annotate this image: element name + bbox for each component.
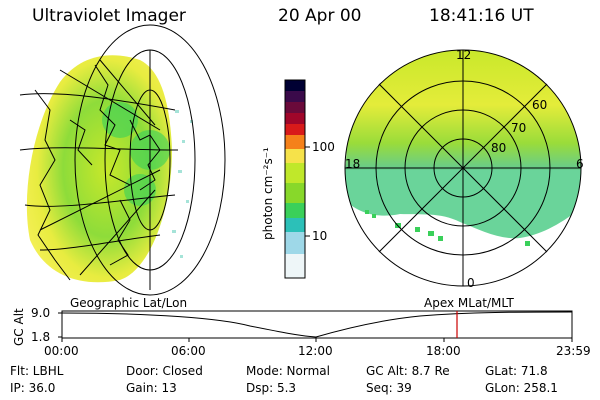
timeline-axis-title: GC Alt <box>12 308 26 346</box>
timeline-ytick-low: 1.8 <box>31 330 51 344</box>
info-mode: Mode: Normal <box>246 364 330 378</box>
color-bar <box>284 79 310 279</box>
info-dsp: Dsp: 5.3 <box>246 381 297 395</box>
date-label: 20 Apr 00 <box>278 6 362 26</box>
time-label: 18:41:16 UT <box>429 6 534 26</box>
timeline-xtick-0000: 00:00 <box>44 344 79 358</box>
lat-label-60: 60 <box>532 98 548 112</box>
lat-label-70: 70 <box>511 121 527 135</box>
mlt-label-18: 18 <box>345 157 361 171</box>
info-door: Door: Closed <box>126 364 203 378</box>
right-coord-label: Apex MLat/MLT <box>424 296 514 310</box>
info-flt: Flt: LBHL <box>10 364 64 378</box>
info-ip: IP: 36.0 <box>10 381 56 395</box>
timeline-xtick-1800: 18:00 <box>426 344 461 358</box>
geographic-image <box>19 24 226 296</box>
info-seq: Seq: 39 <box>366 381 412 395</box>
mlt-label-12: 12 <box>456 48 472 62</box>
colorbar-label: photon cm⁻²s⁻¹ <box>261 147 275 240</box>
colorbar-tick-10: 10 <box>312 229 328 243</box>
info-glon: GLon: 258.1 <box>485 381 558 395</box>
timeline-xtick-0600: 06:00 <box>171 344 206 358</box>
lat-label-80: 80 <box>491 141 507 155</box>
timeline-plot <box>58 310 573 342</box>
app-title: Ultraviolet Imager <box>32 6 186 26</box>
timeline-xtick-2359: 23:59 <box>556 344 591 358</box>
polar-plot <box>344 49 582 287</box>
mlt-label-6: 6 <box>576 157 584 171</box>
timeline-xtick-1200: 12:00 <box>298 344 333 358</box>
info-gain: Gain: 13 <box>126 381 177 395</box>
left-coord-label: Geographic Lat/Lon <box>70 296 188 310</box>
info-glat: GLat: 71.8 <box>485 364 548 378</box>
timeline-ytick-high: 9.0 <box>31 306 51 320</box>
info-gcalt: GC Alt: 8.7 Re <box>366 364 450 378</box>
mlt-label-0: 0 <box>467 276 475 290</box>
colorbar-tick-100: 100 <box>312 140 335 154</box>
